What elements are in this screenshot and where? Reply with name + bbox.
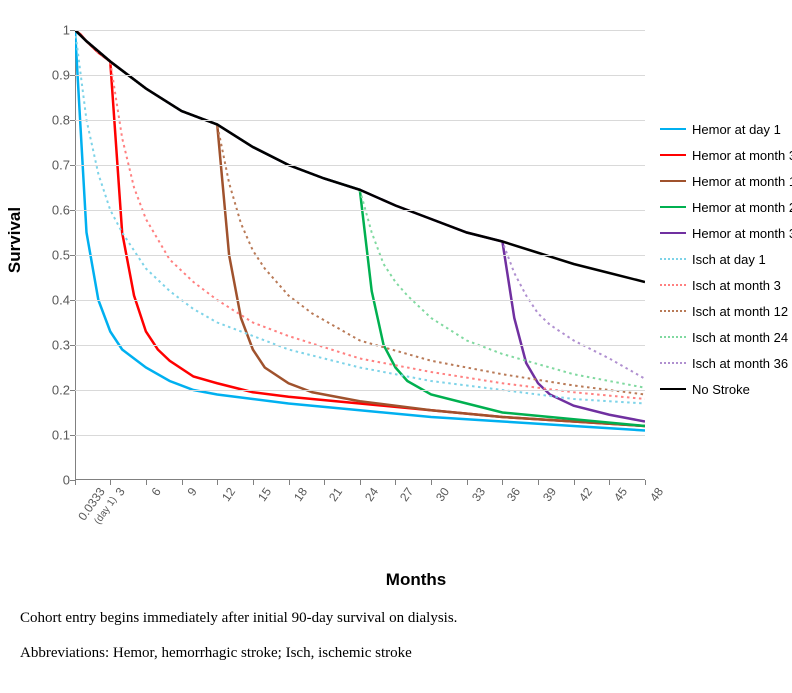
legend-item: Hemor at month 24 [660, 198, 792, 216]
legend-label: Isch at month 3 [692, 278, 781, 293]
legend-label: Hemor at month 3 [692, 148, 792, 163]
legend-swatch [660, 258, 686, 260]
y-tick-label: 0.8 [40, 113, 70, 128]
caption-line-2: Abbreviations: Hemor, hemorrhagic stroke… [20, 645, 412, 662]
y-tick-label: 1 [40, 23, 70, 38]
legend-item: Isch at month 12 [660, 302, 792, 320]
series-line [75, 30, 645, 388]
gridline [75, 435, 645, 436]
legend-item: Hemor at day 1 [660, 120, 792, 138]
y-tick-label: 0 [40, 473, 70, 488]
legend-item: Isch at month 3 [660, 276, 792, 294]
legend-label: No Stroke [692, 382, 750, 397]
legend-swatch [660, 336, 686, 338]
chart-container: Survival 00.10.20.30.40.50.60.70.80.910.… [20, 20, 792, 673]
gridline [75, 255, 645, 256]
legend-label: Isch at month 12 [692, 304, 788, 319]
chart-area: 00.10.20.30.40.50.60.70.80.910.0333(day … [75, 30, 645, 480]
series-line [75, 30, 645, 399]
legend-item: No Stroke [660, 380, 792, 398]
gridline [75, 75, 645, 76]
x-tick-label: 39 [540, 485, 559, 504]
gridline [75, 165, 645, 166]
legend-swatch [660, 128, 686, 130]
gridline [75, 300, 645, 301]
y-tick-label: 0.2 [40, 383, 70, 398]
x-tick-label: 33 [469, 485, 488, 504]
x-tick-label: 21 [326, 485, 345, 504]
x-tick-label: 48 [647, 485, 666, 504]
legend-label: Hemor at month 36 [692, 226, 792, 241]
gridline [75, 120, 645, 121]
legend-label: Hemor at month 24 [692, 200, 792, 215]
legend-swatch [660, 362, 686, 364]
x-tick-label: 6 [148, 485, 163, 499]
legend-item: Hemor at month 3 [660, 146, 792, 164]
legend-swatch [660, 310, 686, 312]
legend-item: Isch at month 24 [660, 328, 792, 346]
x-tick-label: 3 [113, 485, 128, 499]
legend-swatch [660, 388, 686, 390]
legend-swatch [660, 180, 686, 182]
x-axis-label: Months [386, 570, 446, 590]
y-tick-label: 0.6 [40, 203, 70, 218]
legend: Hemor at day 1 Hemor at month 3 Hemor at m… [660, 120, 792, 406]
x-tick-label: 36 [504, 485, 523, 504]
legend-item: Hemor at month 12 [660, 172, 792, 190]
y-tick-label: 0.1 [40, 428, 70, 443]
y-tick-label: 0.5 [40, 248, 70, 263]
x-tick-label: 27 [397, 485, 416, 504]
legend-label: Isch at day 1 [692, 252, 766, 267]
x-tick-label: 0.0333(day 1) [75, 485, 119, 531]
x-tick-label: 30 [433, 485, 452, 504]
legend-swatch [660, 232, 686, 234]
y-tick-label: 0.7 [40, 158, 70, 173]
x-tick-label: 9 [184, 485, 199, 499]
legend-swatch [660, 154, 686, 156]
x-tick-label: 15 [255, 485, 274, 504]
x-tick-label: 12 [219, 485, 238, 504]
caption-line-1: Cohort entry begins immediately after in… [20, 610, 457, 627]
legend-swatch [660, 284, 686, 286]
x-tick-label: 42 [576, 485, 595, 504]
series-line [75, 30, 645, 422]
x-tick-label: 18 [291, 485, 310, 504]
gridline [75, 345, 645, 346]
series-line [75, 30, 645, 404]
legend-label: Hemor at month 12 [692, 174, 792, 189]
y-tick-label: 0.4 [40, 293, 70, 308]
series-line [75, 30, 645, 379]
y-tick-label: 0.3 [40, 338, 70, 353]
series-line [75, 30, 645, 395]
y-tick-label: 0.9 [40, 68, 70, 83]
series-line [75, 30, 645, 282]
x-tick-label: 45 [611, 485, 630, 504]
legend-swatch [660, 206, 686, 208]
y-axis-label: Survival [5, 207, 25, 273]
gridline [75, 210, 645, 211]
legend-item: Isch at day 1 [660, 250, 792, 268]
legend-label: Isch at month 36 [692, 356, 788, 371]
gridline [75, 30, 645, 31]
gridline [75, 390, 645, 391]
x-tick-label: 24 [362, 485, 381, 504]
legend-label: Isch at month 24 [692, 330, 788, 345]
legend-label: Hemor at day 1 [692, 122, 781, 137]
legend-item: Isch at month 36 [660, 354, 792, 372]
legend-item: Hemor at month 36 [660, 224, 792, 242]
